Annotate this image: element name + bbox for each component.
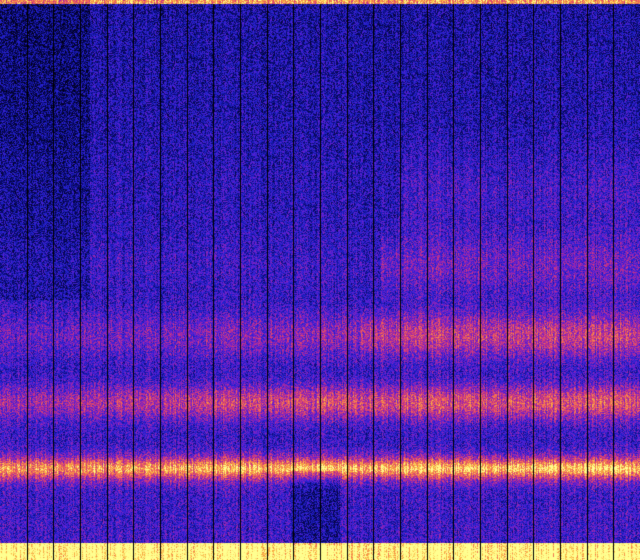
spectrogram-view (0, 0, 640, 560)
spectrogram-image (0, 0, 640, 560)
